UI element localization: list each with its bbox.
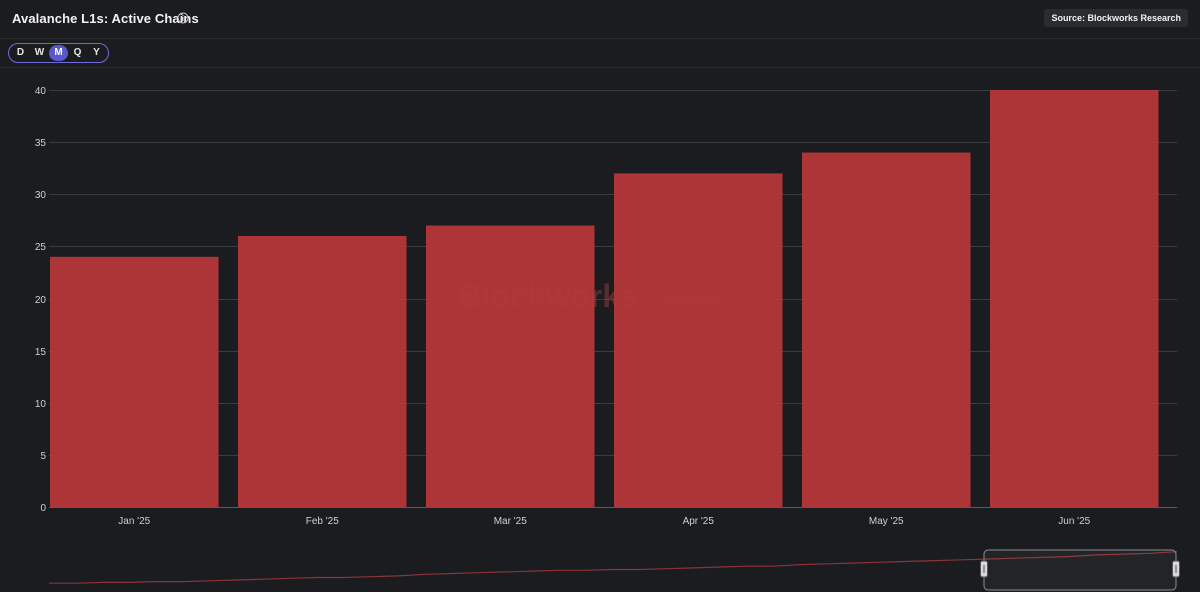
y-tick-label: 40: [35, 86, 47, 97]
y-tick-label: 30: [35, 190, 47, 201]
x-tick-label: Jan '25: [118, 516, 150, 527]
timeframe-y-button[interactable]: Y: [93, 47, 100, 58]
bar: [238, 235, 407, 507]
navigator-series-line: [49, 551, 1178, 584]
timeframe-d-button[interactable]: D: [16, 47, 25, 58]
x-tick-label: Feb '25: [306, 516, 339, 527]
timeframe-w-button[interactable]: W: [34, 47, 45, 58]
timeframe-m-button[interactable]: M: [49, 45, 68, 61]
y-tick-label: 15: [35, 347, 47, 358]
x-tick-label: May '25: [869, 516, 904, 527]
x-tick-label: Apr '25: [683, 516, 715, 527]
timeframe-q-button[interactable]: Q: [73, 47, 82, 58]
navigator-window: [983, 549, 1177, 591]
x-tick-label: Mar '25: [494, 516, 527, 527]
y-tick-label: 5: [40, 451, 46, 462]
bar: [614, 173, 783, 507]
y-tick-label: 10: [35, 399, 47, 410]
y-tick-label: 0: [40, 503, 46, 514]
x-tick-label: Jun '25: [1058, 516, 1090, 527]
y-tick-label: 20: [35, 295, 47, 306]
info-icon[interactable]: [177, 12, 189, 24]
source-badge: Source: Blockworks Research: [1044, 9, 1188, 27]
chart-header: Avalanche L1s: Active Chains Source: Blo…: [0, 0, 1200, 39]
y-tick-label: 25: [35, 242, 47, 253]
y-tick-label: 35: [35, 138, 47, 149]
bar: [50, 256, 219, 507]
bar: [990, 90, 1159, 507]
chart-title: Avalanche L1s: Active Chains: [12, 11, 199, 26]
bar: [426, 225, 595, 507]
bar: [802, 152, 971, 508]
